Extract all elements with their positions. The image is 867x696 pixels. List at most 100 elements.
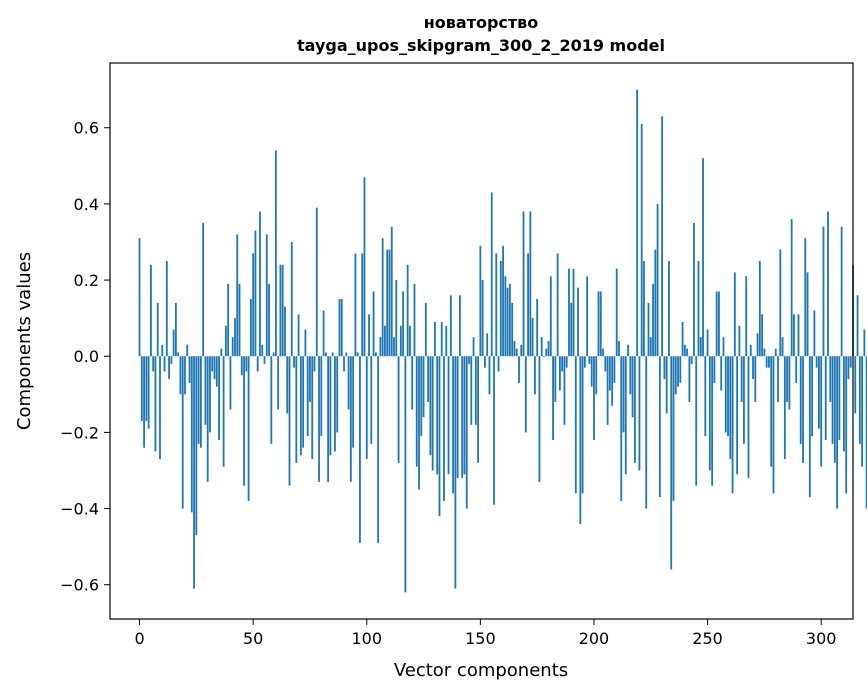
- bar: [372, 291, 375, 357]
- bar: [524, 356, 527, 433]
- bar: [756, 333, 759, 357]
- bar: [236, 234, 239, 357]
- bar: [558, 356, 561, 391]
- bar: [654, 249, 657, 357]
- bar: [406, 264, 409, 357]
- bar: [181, 356, 184, 509]
- bar: [574, 356, 577, 494]
- bar: [443, 356, 445, 501]
- bar: [799, 356, 802, 444]
- bar: [618, 341, 620, 357]
- bar: [263, 356, 266, 364]
- bar: [543, 356, 545, 357]
- bar: [493, 356, 495, 505]
- y-tick-label: 0.2: [74, 271, 99, 290]
- bar: [722, 337, 725, 357]
- bar: [502, 245, 504, 357]
- bar: [397, 356, 400, 463]
- bar: [434, 321, 436, 357]
- bar: [770, 356, 773, 467]
- bar: [311, 356, 314, 460]
- bar: [545, 348, 548, 357]
- bar: [165, 261, 168, 357]
- bar: [299, 356, 302, 456]
- bar: [577, 287, 579, 357]
- bar: [811, 356, 814, 437]
- bar: [349, 356, 352, 482]
- bars-group: [138, 89, 867, 593]
- bar: [647, 302, 650, 357]
- bar: [836, 356, 839, 509]
- bar: [484, 356, 486, 368]
- bar: [222, 356, 225, 467]
- bar: [583, 356, 586, 368]
- bar: [643, 261, 645, 357]
- bar: [438, 356, 441, 517]
- bar: [347, 356, 350, 410]
- bar: [470, 356, 473, 425]
- x-tick-label: 100: [351, 629, 382, 648]
- bar: [156, 302, 159, 357]
- bar: [268, 283, 270, 357]
- bar: [249, 299, 252, 357]
- bar: [568, 268, 570, 357]
- bar: [554, 356, 557, 402]
- bar: [140, 356, 143, 421]
- bar: [843, 356, 845, 452]
- bar: [461, 356, 464, 479]
- bar: [420, 356, 423, 437]
- bar: [504, 276, 507, 357]
- bar: [777, 356, 779, 402]
- bar: [840, 226, 843, 357]
- bar: [538, 356, 541, 482]
- bar: [508, 283, 511, 357]
- bar: [424, 302, 427, 357]
- bar: [440, 321, 443, 357]
- bar: [379, 337, 382, 357]
- bar: [774, 348, 777, 357]
- bar: [206, 356, 209, 482]
- bar: [304, 329, 307, 357]
- bar: [781, 337, 784, 357]
- bar: [231, 337, 234, 357]
- bar: [638, 356, 641, 471]
- bar: [690, 356, 693, 364]
- bar: [318, 356, 320, 482]
- bar: [195, 356, 198, 536]
- chart-subtitle: tayga_upos_skipgram_300_2_2019 model: [297, 36, 665, 55]
- bar: [240, 356, 243, 376]
- bar: [590, 356, 593, 387]
- x-tick-label: 50: [243, 629, 263, 648]
- bar: [645, 356, 648, 509]
- bar: [861, 356, 863, 467]
- bar: [602, 348, 604, 357]
- bar: [468, 356, 470, 364]
- bar: [186, 344, 189, 357]
- bar: [747, 356, 750, 479]
- bar: [229, 356, 232, 410]
- bar: [409, 325, 411, 357]
- bar: [738, 325, 741, 357]
- bar: [597, 291, 600, 357]
- bar: [377, 356, 380, 543]
- bar: [856, 295, 859, 357]
- bar: [279, 264, 282, 357]
- bar: [193, 356, 195, 589]
- bar: [197, 356, 200, 444]
- bar: [549, 276, 552, 357]
- bar: [215, 356, 218, 387]
- bar: [234, 318, 236, 357]
- bar: [163, 356, 166, 372]
- bar: [740, 356, 743, 402]
- bar: [497, 356, 500, 372]
- bar: [154, 356, 157, 452]
- bar: [652, 283, 654, 357]
- bar: [761, 314, 764, 357]
- bar: [613, 356, 616, 383]
- bar: [143, 356, 145, 448]
- bar: [315, 207, 318, 357]
- bar: [615, 268, 618, 357]
- bar: [656, 203, 659, 357]
- bar: [381, 238, 384, 357]
- chart-title: новаторство: [424, 13, 539, 32]
